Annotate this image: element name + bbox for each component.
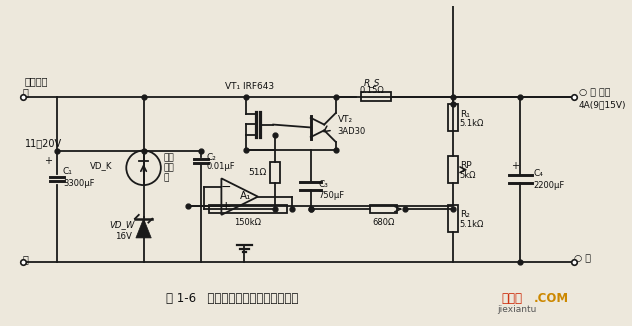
Text: A₁: A₁ [240,191,251,201]
Text: R₂: R₂ [459,210,470,219]
Text: R₁: R₁ [459,110,470,119]
Text: 680Ω: 680Ω [372,218,394,227]
Text: VT₂: VT₂ [337,115,353,124]
Text: 0.01μF: 0.01μF [206,162,234,171]
Text: C₁: C₁ [63,167,73,176]
Text: ○ －: ○ － [574,255,591,264]
Text: ＋: ＋ [23,87,28,97]
Text: −: − [221,181,231,194]
Text: VD_K: VD_K [90,161,113,170]
Polygon shape [136,219,151,238]
Text: 0.15Ω: 0.15Ω [360,86,385,96]
Text: 51Ω: 51Ω [248,168,267,177]
Text: +: + [221,200,231,213]
Text: 管: 管 [164,173,169,182]
Text: C₄: C₄ [533,169,544,178]
Text: C₃: C₃ [319,180,328,189]
Text: 150kΩ: 150kΩ [234,218,262,227]
Bar [209,205,287,214]
Text: .COM: .COM [533,292,569,305]
Bar [270,162,280,183]
Text: C₂: C₂ [206,153,216,162]
Text: 图 1-6   性能优良的线性稳压电源电路: 图 1-6 性能优良的线性稳压电源电路 [166,292,298,305]
Text: jiexiantu: jiexiantu [497,305,537,314]
Text: 16V: 16V [115,231,131,241]
Text: VT₁ IRF643: VT₁ IRF643 [225,82,274,91]
Bar [448,104,458,131]
Text: +: + [511,161,520,171]
Text: VD_W: VD_W [109,220,135,229]
Text: +: + [44,156,52,166]
Text: 5.1kΩ: 5.1kΩ [459,220,484,229]
Bar [448,205,458,232]
Text: 输入电压: 输入电压 [25,76,48,86]
Text: 11～20V: 11～20V [25,138,63,148]
Text: R_S: R_S [364,78,380,87]
Text: 3AD30: 3AD30 [337,127,366,136]
Bar [370,205,397,214]
Bar [448,156,458,183]
Text: 恒流: 恒流 [164,154,174,163]
Text: －: － [23,254,28,264]
Text: 5.1kΩ: 5.1kΩ [459,119,484,128]
Text: 接线图: 接线图 [501,292,522,305]
Text: 5kΩ: 5kΩ [459,171,476,180]
Text: 750μF: 750μF [319,191,344,200]
Text: 3300μF: 3300μF [63,179,94,188]
Text: 2200μF: 2200μF [533,181,565,190]
Text: ○ ＋ 输出: ○ ＋ 输出 [579,88,611,97]
Text: 4A(9～15V): 4A(9～15V) [579,100,626,109]
Text: RP: RP [459,161,471,170]
Bar [361,92,391,101]
Text: 二极: 二极 [164,163,174,172]
